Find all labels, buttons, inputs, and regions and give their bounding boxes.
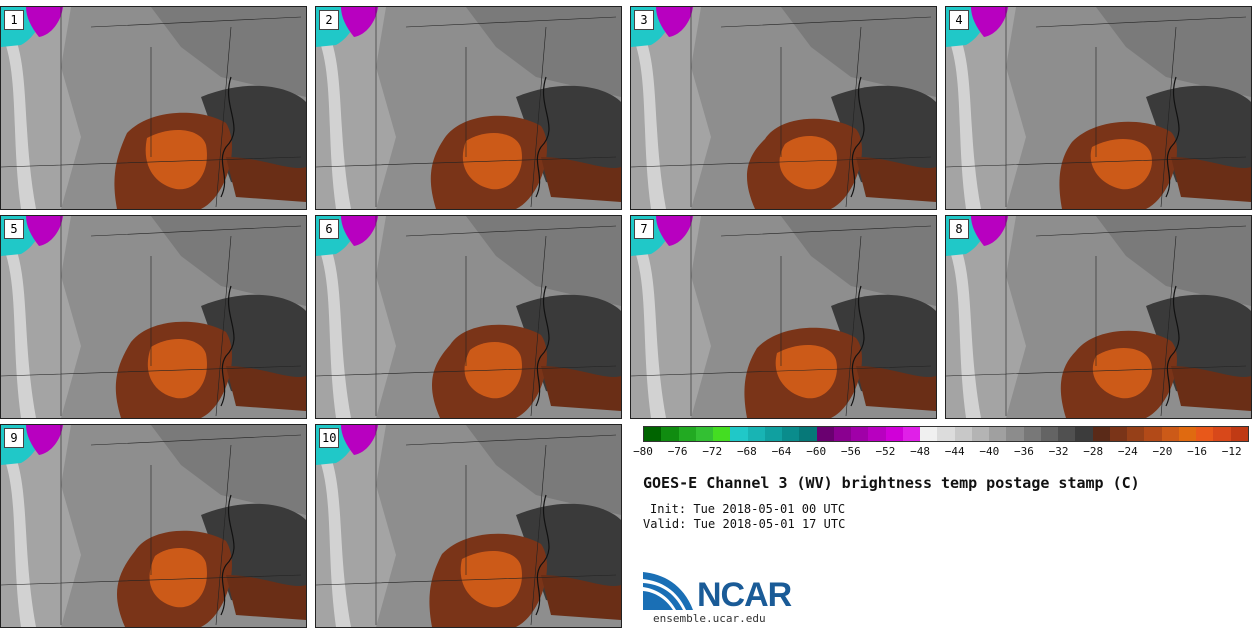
colorbar-segment: [971, 427, 989, 441]
colorbar-tick-label: −60: [806, 445, 827, 458]
member-panel[interactable]: 2: [315, 6, 622, 210]
colorbar-segment: [1196, 427, 1214, 441]
member-panel[interactable]: 6: [315, 215, 622, 419]
colorbar-segment: [920, 427, 938, 441]
member-number: 4: [949, 10, 969, 30]
colorbar-tick-label: −72: [702, 445, 723, 458]
colorbar-tick-label: −68: [736, 445, 757, 458]
member-number: 1: [4, 10, 24, 30]
member-panel[interactable]: 8: [945, 215, 1252, 419]
wv-map: [1, 425, 306, 627]
member-panel[interactable]: 9: [0, 424, 307, 628]
member-number: 10: [319, 428, 340, 448]
colorbar-tick-label: −20: [1152, 445, 1173, 458]
colorbar-segment: [1109, 427, 1127, 441]
wv-map: [316, 7, 621, 209]
colorbar-segment: [937, 427, 955, 441]
member-panel[interactable]: 5: [0, 215, 307, 419]
colorbar-segment: [730, 427, 748, 441]
member-number: 5: [4, 219, 24, 239]
wv-map: [1, 216, 306, 418]
colorbar-segment: [885, 427, 903, 441]
member-panel[interactable]: 7: [630, 215, 937, 419]
colorbar-segment: [661, 427, 679, 441]
wv-map: [946, 216, 1251, 418]
colorbar-tick-label: −48: [910, 445, 930, 458]
colorbar-tick-label: −24: [1117, 445, 1138, 458]
colorbar-tick-label: −36: [1013, 445, 1034, 458]
valid-time: Valid: Tue 2018-05-01 17 UTC: [643, 517, 846, 531]
time-info: Init: Tue 2018-05-01 00 UTC Valid: Tue 2…: [643, 502, 845, 532]
ncar-logo[interactable]: NCAR ensemble.ucar.edu: [643, 570, 803, 626]
colorbar-tick-label: −32: [1048, 445, 1069, 458]
colorbar-segment: [799, 427, 817, 441]
ncar-swoosh-icon: [643, 572, 693, 610]
colorbar-segment: [1213, 427, 1231, 441]
colorbar-segment: [1006, 427, 1024, 441]
member-number: 7: [634, 219, 654, 239]
wv-map: [1, 7, 306, 209]
member-panel[interactable]: 1: [0, 6, 307, 210]
colorbar-ticks: −80 −76 −72 −68 −64 −60 −56 −52 −48 −44 −40 −36 −32 −…: [633, 445, 1249, 459]
colorbar-segment: [1161, 427, 1179, 441]
colorbar-tick-label: −12: [1221, 445, 1242, 458]
member-panel[interactable]: 10: [315, 424, 622, 628]
colorbar-tick-label: −40: [979, 445, 1000, 458]
member-number: 8: [949, 219, 969, 239]
colorbar-segment: [713, 427, 731, 441]
colorbar-segment: [868, 427, 886, 441]
colorbar-segment: [1144, 427, 1162, 441]
logo-url: ensemble.ucar.edu: [653, 612, 766, 625]
wv-map: [316, 216, 621, 418]
member-number: 9: [4, 428, 24, 448]
colorbar-tick-label: −56: [840, 445, 861, 458]
colorbar-tick-label: −76: [667, 445, 688, 458]
wv-map: [316, 425, 621, 627]
colorbar-segment: [782, 427, 800, 441]
member-number: 3: [634, 10, 654, 30]
colorbar-segment: [851, 427, 869, 441]
wv-map: [631, 216, 936, 418]
colorbar-segment: [1127, 427, 1145, 441]
colorbar-tick-label: −28: [1083, 445, 1104, 458]
colorbar-tick-label: −80: [633, 445, 653, 458]
colorbar: [643, 426, 1249, 442]
colorbar-segment: [1230, 427, 1248, 441]
colorbar-segment: [989, 427, 1007, 441]
colorbar-segment: [833, 427, 851, 441]
colorbar-segment: [1058, 427, 1076, 441]
member-number: 6: [319, 219, 339, 239]
figure-title: GOES-E Channel 3 (WV) brightness temp po…: [643, 474, 1140, 492]
colorbar-tick-label: −16: [1187, 445, 1207, 458]
colorbar-segment: [1092, 427, 1110, 441]
colorbar-segment: [644, 427, 662, 441]
init-time: Init: Tue 2018-05-01 00 UTC: [650, 502, 846, 516]
colorbar-segment: [1040, 427, 1058, 441]
wv-map: [631, 7, 936, 209]
colorbar-segment: [764, 427, 782, 441]
colorbar-segment: [1075, 427, 1093, 441]
member-number: 2: [319, 10, 339, 30]
wv-map: [946, 7, 1251, 209]
colorbar-segment: [695, 427, 713, 441]
member-panel[interactable]: 4: [945, 6, 1252, 210]
colorbar-tick-label: −52: [875, 445, 896, 458]
colorbar-segment: [678, 427, 696, 441]
member-panel[interactable]: 3: [630, 6, 937, 210]
colorbar-segment: [954, 427, 972, 441]
colorbar-segment: [1178, 427, 1196, 441]
colorbar-tick-label: −44: [944, 445, 965, 458]
colorbar-tick-label: −64: [771, 445, 792, 458]
colorbar-segment: [747, 427, 765, 441]
colorbar-segment: [1023, 427, 1041, 441]
colorbar-segment: [816, 427, 834, 441]
logo-wordmark: NCAR: [697, 576, 792, 614]
colorbar-segment: [902, 427, 920, 441]
